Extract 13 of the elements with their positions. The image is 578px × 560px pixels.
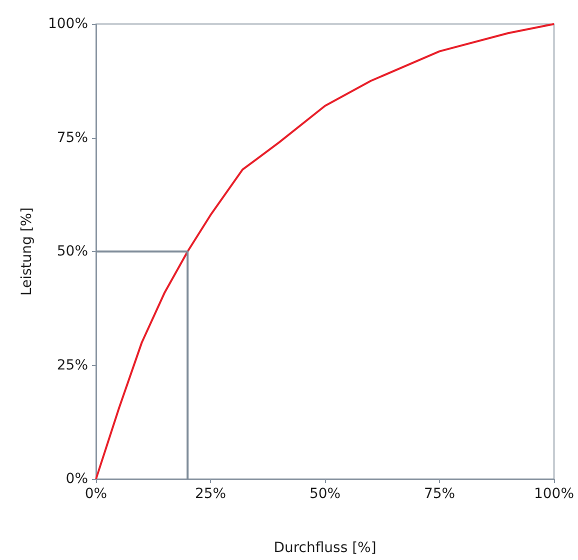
x-tick-label: 25% xyxy=(194,486,226,502)
y-tick-label: 25% xyxy=(56,357,88,374)
y-tick-label: 75% xyxy=(56,130,88,146)
y-tick-label: 50% xyxy=(56,244,88,260)
y-axis-title: Leistung [%] xyxy=(19,207,35,296)
x-tick-label: 75% xyxy=(424,486,456,502)
y-tick-label: 100% xyxy=(48,16,88,32)
x-tick-label: 0% xyxy=(84,486,108,502)
line-series xyxy=(95,23,555,480)
x-tick-label: 100% xyxy=(534,486,574,502)
x-tick-label: 50% xyxy=(309,486,341,502)
x-axis-title: Durchfluss [%] xyxy=(274,540,376,556)
y-tick-label: 0% xyxy=(66,471,88,487)
